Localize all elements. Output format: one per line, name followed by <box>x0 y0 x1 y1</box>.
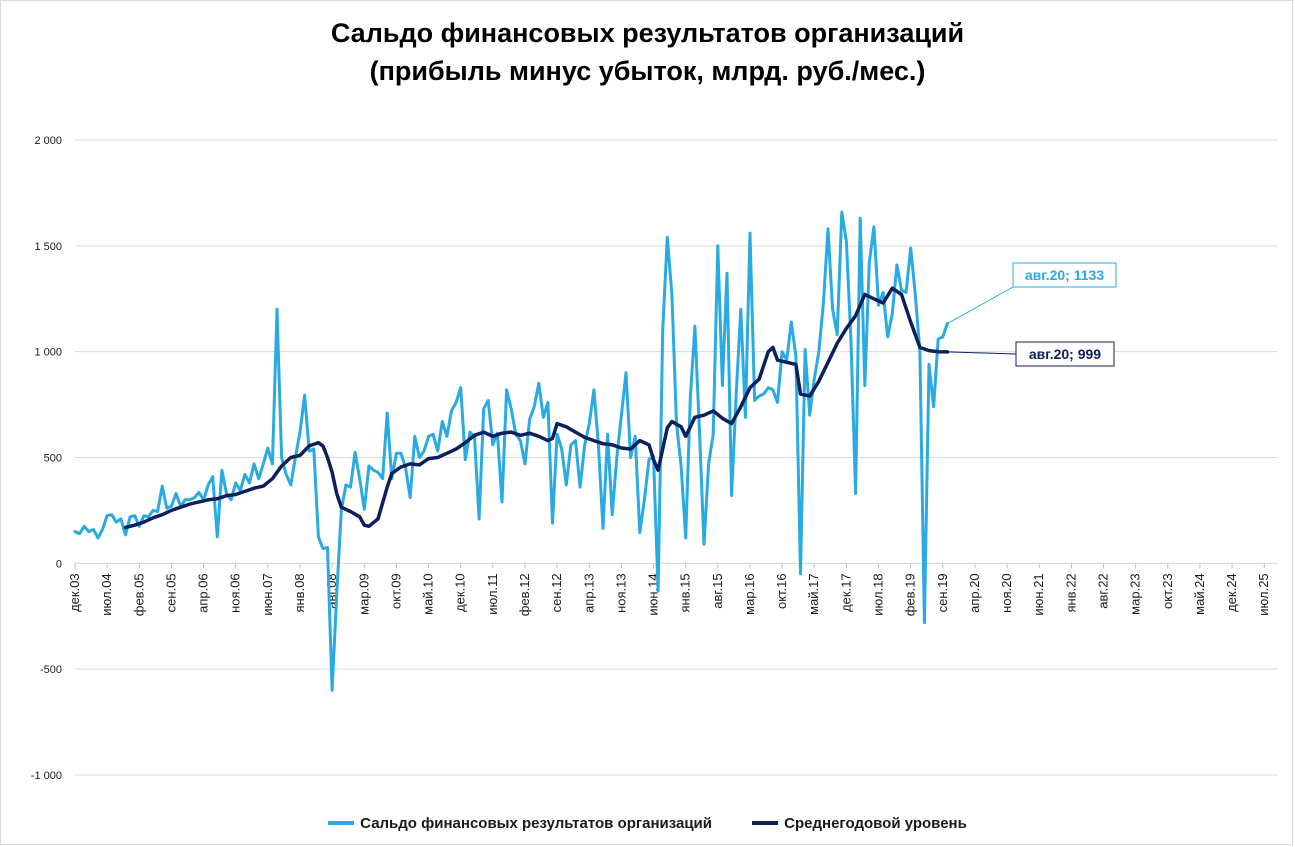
y-tick-label: -500 <box>40 664 62 676</box>
x-tick-label: июн.21 <box>1031 573 1046 615</box>
y-tick-label: 1 000 <box>34 347 62 359</box>
x-tick-label: мар.16 <box>742 573 757 614</box>
x-tick-label: дек.17 <box>838 573 853 612</box>
x-tick-label: сен.05 <box>163 573 178 612</box>
annotations: авг.20; 1133 авг.20; 999 <box>947 262 1117 367</box>
series-lines <box>73 210 950 692</box>
annotation-leader <box>947 351 1017 355</box>
x-tick-label: июл.18 <box>871 573 886 615</box>
x-tick-label: фев.19 <box>903 573 918 616</box>
x-tick-label: ноя.13 <box>613 573 628 613</box>
x-tick-label: дек.03 <box>67 573 82 612</box>
legend-swatch-series-1 <box>328 821 355 825</box>
annotation-box <box>1012 262 1117 288</box>
x-tick-label: окт.09 <box>388 573 403 609</box>
chart-title-line1: Сальдо финансовых результатов организаци… <box>330 18 965 48</box>
x-tick-label: апр.13 <box>581 573 596 613</box>
chart-title: Сальдо финансовых результатов организаци… <box>0 14 1295 90</box>
x-tick-label: окт.16 <box>774 573 789 609</box>
x-tick-label: ноя.06 <box>228 573 243 613</box>
x-tick-label: май.24 <box>1192 573 1207 615</box>
x-tick-label: июн.07 <box>260 573 275 615</box>
x-tick-label: окт.23 <box>1160 573 1175 609</box>
x-tick-label: июл.04 <box>99 573 114 615</box>
x-tick-label: мар.09 <box>356 573 371 614</box>
x-tick-label: сен.12 <box>549 573 564 612</box>
legend-item-series-2: Среднегодовой уровень <box>752 815 967 832</box>
plot-area: -1 000 -500 0 500 1 000 1 500 2 000 дек.03 июл.… <box>31 135 1278 782</box>
x-tick-label: апр.06 <box>196 573 211 613</box>
x-tick-label: авг.15 <box>710 573 725 608</box>
x-tick-label: май.17 <box>806 573 821 615</box>
x-tick-label: июл.11 <box>485 573 500 614</box>
x-axis-ticks: дек.03 июл.04 фев.05 сен.05 апр.06 ноя.06 июн.… <box>67 563 1271 616</box>
series-line-2 <box>123 286 950 530</box>
x-tick-label: янв.08 <box>292 573 307 612</box>
legend-item-series-1: Сальдо финансовых результатов организаци… <box>328 815 712 832</box>
x-tick-label: дек.10 <box>453 573 468 612</box>
x-tick-label: сен.19 <box>935 573 950 612</box>
series-line-1 <box>73 210 949 692</box>
x-tick-label: фев.12 <box>517 573 532 616</box>
x-tick-label: фев.05 <box>131 573 146 616</box>
x-tick-label: мар.23 <box>1128 573 1143 614</box>
x-tick-label: дек.24 <box>1224 573 1239 612</box>
legend-swatch-series-2 <box>752 821 779 825</box>
x-tick-label: ноя.20 <box>999 573 1014 613</box>
x-tick-label: янв.15 <box>678 573 693 612</box>
y-tick-label: -1 000 <box>31 770 62 782</box>
annotation-label: авг.20; 999 <box>1029 346 1101 362</box>
y-tick-label: 0 <box>56 558 62 570</box>
x-tick-label: авг.22 <box>1096 573 1111 608</box>
y-tick-label: 2 000 <box>34 135 62 147</box>
x-tick-label: апр.20 <box>967 573 982 613</box>
annotation-box <box>1015 341 1115 367</box>
legend: Сальдо финансовых результатов организаци… <box>0 812 1295 832</box>
legend-label-series-1: Сальдо финансовых результатов организаци… <box>360 814 712 832</box>
x-tick-label: май.10 <box>421 573 436 615</box>
y-tick-label: 500 <box>44 453 62 465</box>
annotation-leader <box>947 286 1014 324</box>
gridlines <box>75 139 1278 776</box>
annotation-label: авг.20; 1133 <box>1025 267 1104 283</box>
y-tick-label: 1 500 <box>34 241 62 253</box>
x-tick-label: янв.22 <box>1063 573 1078 612</box>
x-tick-label: июл.25 <box>1256 573 1271 615</box>
legend-label-series-2: Среднегодовой уровень <box>784 814 967 832</box>
chart-title-line2: (прибыль минус убыток, млрд. руб./мес.) <box>369 56 926 86</box>
y-axis-ticks: -1 000 -500 0 500 1 000 1 500 2 000 <box>31 135 62 782</box>
